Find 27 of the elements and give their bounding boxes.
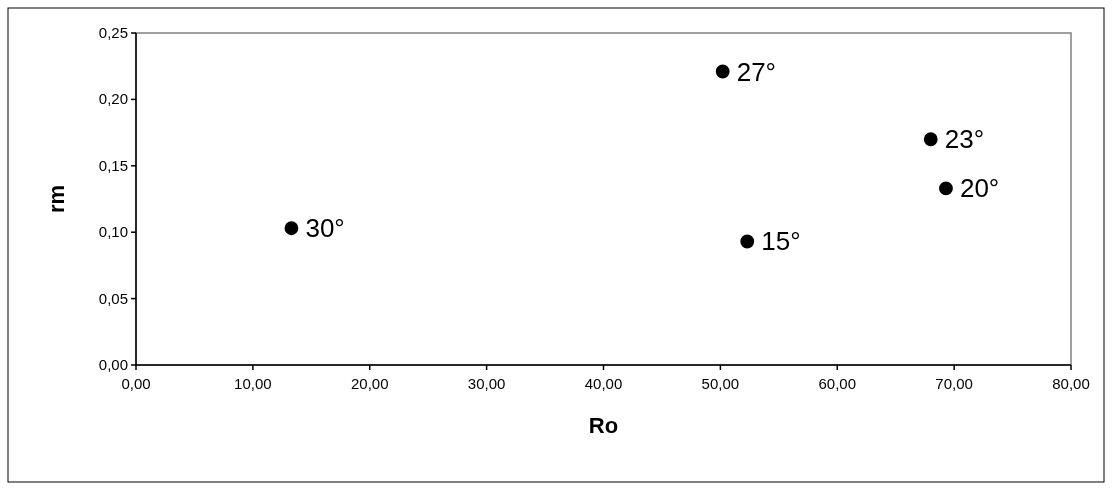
point <box>939 181 953 196</box>
point <box>923 132 938 147</box>
x-tick-label: 40,00 <box>584 375 623 392</box>
y-tick-label: 0,20 <box>98 90 128 108</box>
y-tick-label: 0,15 <box>98 156 128 174</box>
y-tick-label: 0,05 <box>98 289 128 307</box>
x-tick-label: 80,00 <box>1052 375 1090 392</box>
y-tick-label: 0,10 <box>98 223 128 241</box>
x-tick-label: 30,00 <box>467 375 506 392</box>
annotation: 20° <box>959 173 1000 204</box>
x-axis-title: Ro <box>588 413 619 438</box>
x-tick-label: 10,00 <box>234 375 272 392</box>
point <box>715 64 730 79</box>
annotation: 30° <box>305 213 345 244</box>
x-tick-label: 60,00 <box>818 375 857 392</box>
y-axis-title: rm <box>44 184 69 214</box>
x-tick-label: 50,00 <box>701 375 740 392</box>
x-tick-label: 20,00 <box>350 375 389 392</box>
point <box>284 221 299 236</box>
y-tick-label: 0,00 <box>98 356 128 373</box>
annotation: 15° <box>761 226 801 257</box>
annotation: 23° <box>944 124 985 155</box>
annotation: 27° <box>736 56 777 87</box>
point <box>740 234 755 249</box>
x-tick-label: 0,00 <box>121 375 151 392</box>
y-tick-label: 0,25 <box>98 24 128 41</box>
x-tick-label: 70,00 <box>935 375 973 392</box>
